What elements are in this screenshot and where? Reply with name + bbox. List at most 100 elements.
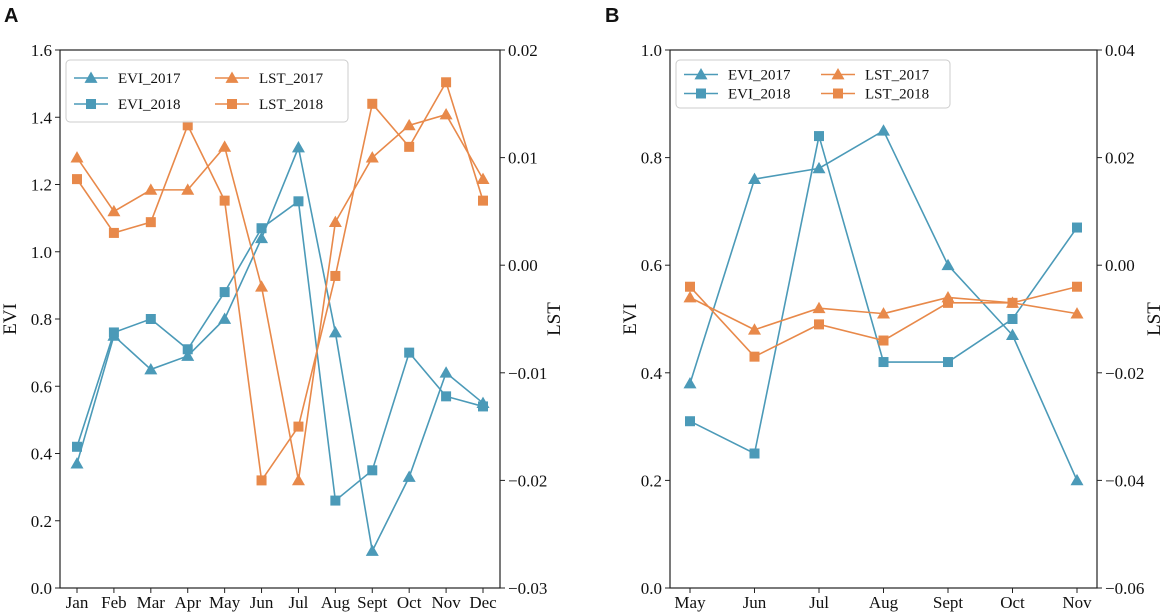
data-point <box>365 151 379 163</box>
data-point <box>878 335 889 346</box>
x-tick-label: Nov <box>1062 593 1092 612</box>
data-point <box>941 258 955 271</box>
x-tick-label: May <box>674 593 706 612</box>
legend-marker <box>833 88 843 99</box>
data-point <box>144 183 158 195</box>
legend-marker <box>831 68 845 80</box>
plot-frame <box>59 49 501 589</box>
data-point <box>814 319 824 330</box>
data-point <box>814 131 824 142</box>
x-tick-label: Aug <box>321 593 351 612</box>
data-point <box>1072 222 1082 233</box>
legend-label: LST_2018 <box>865 87 929 103</box>
data-point <box>943 297 953 308</box>
data-point <box>328 215 342 228</box>
legend-item: LST_2018 <box>821 87 929 103</box>
y2-tick-label: −0.02 <box>1105 364 1144 383</box>
legend-marker <box>86 99 96 109</box>
data-point <box>748 323 761 335</box>
y2-axis-label: LST <box>544 302 565 336</box>
x-tick-label: Jul <box>809 593 829 612</box>
data-point <box>439 366 453 378</box>
x-tick-label: Jun <box>250 593 274 612</box>
data-point <box>70 457 84 469</box>
series-line <box>76 144 484 554</box>
series-lst-2018 <box>685 281 1082 362</box>
data-point <box>943 357 953 368</box>
legend-box <box>675 59 951 109</box>
series-line <box>689 135 1078 455</box>
data-point <box>1007 314 1018 324</box>
y-tick-label: 1.0 <box>31 243 52 262</box>
y2-tick-label: 0.04 <box>1105 41 1135 60</box>
y-tick-label: 1.6 <box>31 41 52 60</box>
data-point <box>181 349 195 361</box>
data-point <box>404 141 415 152</box>
y-tick-label: 1.2 <box>31 176 52 195</box>
y2-tick-label: 0.02 <box>508 41 538 60</box>
y-tick-label: 0.4 <box>31 445 53 464</box>
series-line <box>76 199 484 503</box>
data-point <box>72 441 82 452</box>
data-point <box>330 270 341 281</box>
y2-tick-label: −0.02 <box>508 471 547 490</box>
data-point <box>402 470 416 482</box>
x-tick-label: Nov <box>431 593 461 612</box>
y2-tick-label: 0.00 <box>1105 256 1135 275</box>
legend-label: EVI_2018 <box>728 87 791 103</box>
data-point <box>877 124 890 136</box>
data-point <box>291 141 305 153</box>
data-point <box>478 401 488 412</box>
legend-item: EVI_2017 <box>684 68 791 84</box>
series-lst-2017 <box>683 290 1084 335</box>
data-point <box>72 174 82 185</box>
x-tick-label: Oct <box>397 593 422 612</box>
data-point <box>70 151 84 163</box>
series-line <box>76 80 484 483</box>
data-point <box>255 280 269 292</box>
y-tick-label: 0.6 <box>641 256 662 275</box>
y2-tick-label: −0.01 <box>508 364 547 383</box>
y2-tick-label: −0.03 <box>508 579 547 598</box>
y2-tick-label: 0.00 <box>508 256 538 275</box>
legend-label: LST_2017 <box>259 71 324 87</box>
data-point <box>748 172 761 184</box>
series-evi-2017 <box>70 141 490 556</box>
data-point <box>685 416 695 427</box>
y-tick-label: 0.2 <box>31 512 52 531</box>
legend-label: LST_2017 <box>865 68 930 84</box>
data-point <box>255 231 269 244</box>
data-point <box>293 196 304 207</box>
data-point <box>182 344 193 355</box>
data-point <box>1070 473 1084 486</box>
x-tick-label: Jun <box>743 593 767 612</box>
panel-letter: A <box>4 5 18 27</box>
data-point <box>402 118 416 131</box>
data-point <box>1006 328 1019 341</box>
legend-item: EVI_2018 <box>684 87 791 103</box>
legend-marker <box>225 71 239 83</box>
series-evi-2018 <box>72 196 488 506</box>
y-tick-label: 0.0 <box>31 579 52 598</box>
data-point <box>367 98 378 109</box>
legend-item: LST_2017 <box>215 71 324 87</box>
series-evi-2018 <box>685 131 1082 459</box>
y2-tick-label: 0.02 <box>1105 149 1135 168</box>
data-point <box>878 357 889 368</box>
x-tick-label: May <box>209 593 241 612</box>
data-point <box>256 223 267 234</box>
data-point <box>219 287 230 298</box>
data-point <box>181 183 195 195</box>
panel-letter: B <box>605 5 619 27</box>
data-point <box>812 161 826 174</box>
data-point <box>877 307 890 319</box>
legend-label: LST_2018 <box>259 97 323 113</box>
legend-marker <box>694 68 708 80</box>
data-point <box>328 325 342 338</box>
data-point <box>256 475 267 486</box>
x-tick-label: Feb <box>101 593 127 612</box>
data-point <box>218 140 232 152</box>
x-tick-label: Aug <box>869 593 899 612</box>
data-point <box>330 495 341 506</box>
x-tick-label: Sept <box>933 593 964 612</box>
